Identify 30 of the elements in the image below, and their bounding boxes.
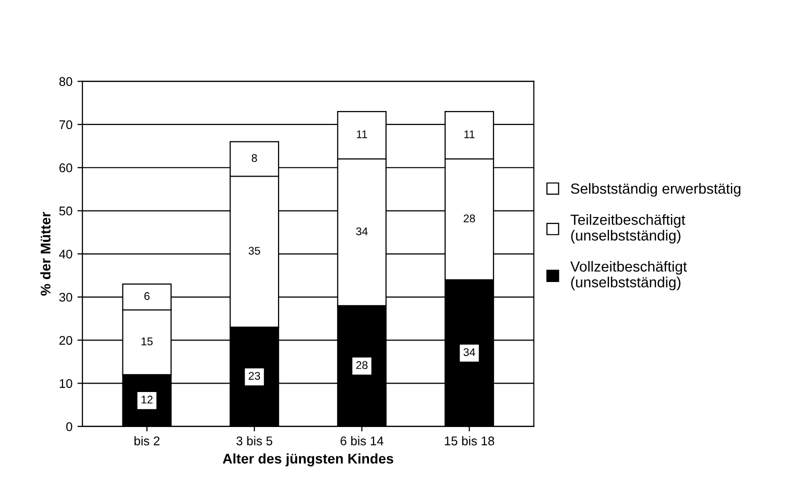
x-axis-title: Alter des jüngsten Kindes [222, 453, 394, 466]
y-tick-label: 0 [66, 422, 72, 432]
data-label: 34 [356, 227, 368, 236]
data-label: 6 [144, 292, 150, 300]
y-tick-label: 60 [59, 163, 72, 172]
data-label: 28 [356, 361, 368, 370]
y-tick-label: 30 [59, 292, 72, 302]
y-tick-label: 80 [59, 77, 72, 86]
legend-label: Vollzeitbeschäftigt (unselbstständig) [570, 260, 687, 290]
legend-label: Teilzeitbeschäftigt (unselbstständig) [570, 214, 686, 244]
y-tick-label: 50 [59, 206, 72, 216]
data-label: 8 [252, 154, 257, 162]
data-label: 35 [248, 246, 260, 255]
y-tick-label: 70 [59, 120, 72, 130]
data-label: 15 [142, 338, 153, 346]
y-axis-title: % der Mütter [40, 212, 50, 296]
data-label: 28 [464, 214, 476, 222]
data-label: 11 [356, 130, 368, 138]
data-label: 23 [248, 372, 260, 380]
y-tick-label: 40 [59, 250, 72, 259]
x-tick-label: 15 bis 18 [444, 436, 494, 446]
y-tick-label: 10 [60, 379, 72, 388]
data-label: 12 [142, 396, 153, 404]
x-tick-label: bis 2 [134, 436, 160, 446]
x-tick-label: 6 bis 14 [340, 436, 384, 446]
data-label: 11 [464, 130, 475, 138]
x-tick-label: 3 bis 5 [236, 436, 272, 446]
legend-label: Selbstständig erwerbstätig [570, 183, 740, 197]
y-tick-label: 20 [59, 336, 72, 345]
data-label: 34 [464, 348, 476, 356]
